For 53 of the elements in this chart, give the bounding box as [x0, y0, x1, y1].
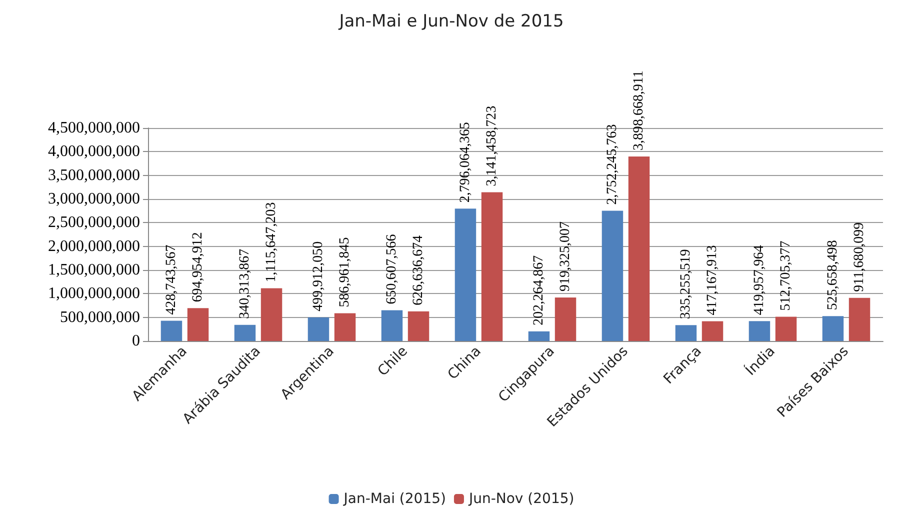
data-label: 525,658,498: [825, 240, 840, 310]
data-label: 694,954,912: [190, 232, 206, 302]
y-tick-label: 2,500,000,000: [48, 214, 140, 232]
data-label: 419,957,964: [752, 245, 767, 316]
bar: [187, 308, 209, 341]
data-label: 512,705,377: [778, 240, 794, 311]
bar: [234, 324, 256, 341]
legend-label: Jun-Nov (2015): [468, 491, 574, 507]
bar: [260, 288, 282, 341]
y-tick-label: 3,500,000,000: [48, 166, 140, 184]
data-label: 919,325,007: [558, 221, 574, 292]
y-tick-label: 1,000,000,000: [48, 285, 140, 302]
data-label: 340,313,867: [237, 248, 252, 319]
y-tick-label: 4,000,000,000: [48, 143, 140, 160]
data-label: 499,912,050: [310, 241, 326, 312]
bar: [675, 325, 697, 341]
data-label: 3,898,668,911: [632, 70, 647, 150]
data-label: 650,607,566: [384, 234, 400, 304]
y-tick-label: 3,000,000,000: [48, 190, 140, 208]
data-label: 417,167,913: [705, 245, 720, 316]
bar: [454, 208, 476, 341]
bar: [481, 192, 503, 341]
data-label: 626,636,674: [411, 235, 426, 306]
bar: [408, 311, 430, 341]
data-label: 2,752,245,763: [604, 124, 620, 205]
bar: [602, 210, 624, 341]
data-label: 911,680,099: [852, 222, 868, 292]
data-label: 3,141,458,723: [484, 106, 500, 186]
bar: [554, 297, 576, 341]
legend-label: Jan-Mai (2015): [342, 491, 446, 507]
y-tick-label: 2,000,000,000: [48, 238, 140, 255]
y-tick-label: 4,500,000,000: [48, 120, 140, 136]
bar: [334, 313, 356, 341]
bar: [822, 316, 844, 341]
data-label: 586,961,845: [338, 237, 353, 308]
bar: [160, 320, 182, 341]
data-label: 1,115,647,203: [264, 202, 280, 282]
bar: [748, 321, 770, 341]
chart-title: Jan-Mai e Jun-Nov de 2015: [338, 12, 564, 32]
bar: [528, 331, 550, 341]
y-tick-label: 1,500,000,000: [48, 262, 140, 278]
bar: [848, 298, 870, 341]
bar: [308, 317, 330, 341]
data-label: 335,255,519: [678, 249, 694, 320]
bar: [381, 310, 403, 341]
bar: [775, 316, 797, 341]
bar: [628, 156, 650, 341]
data-label: 202,264,867: [531, 255, 546, 326]
y-tick-label: 500,000,000: [60, 308, 140, 326]
data-label: 2,796,064,365: [458, 122, 473, 203]
bar: [702, 321, 724, 341]
y-tick-label: 0: [132, 332, 140, 350]
data-label: 428,743,567: [164, 244, 179, 315]
